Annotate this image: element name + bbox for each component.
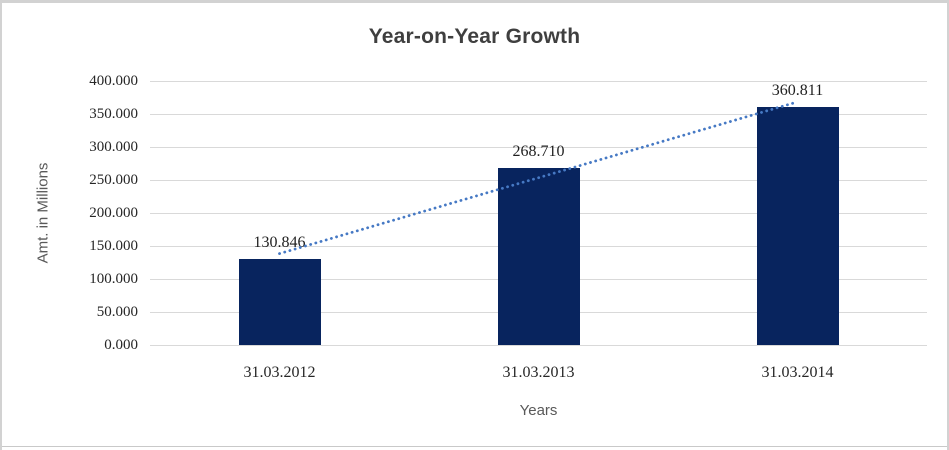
bar-data-label: 130.846 xyxy=(253,233,306,251)
plot-area xyxy=(150,81,927,346)
bar xyxy=(497,167,580,345)
x-tick-label: 31.03.2013 xyxy=(502,364,575,381)
y-tick-label: 400.000 xyxy=(89,73,138,89)
y-tick-label: 150.000 xyxy=(89,238,138,254)
x-tick-label: 31.03.2012 xyxy=(243,364,316,381)
y-tick-label: 350.000 xyxy=(89,106,138,122)
y-tick-label: 50.000 xyxy=(96,304,138,320)
x-tick-label: 31.03.2014 xyxy=(761,364,834,381)
bar xyxy=(238,258,321,345)
chart-title: Year-on-Year Growth xyxy=(368,25,581,48)
gridline xyxy=(150,345,927,346)
bar-data-label: 268.710 xyxy=(512,142,565,160)
y-tick-label: 200.000 xyxy=(89,205,138,221)
chart-border-line xyxy=(2,446,947,447)
y-tick-label: 300.000 xyxy=(89,139,138,155)
bar-data-label: 360.811 xyxy=(771,81,824,99)
x-axis-title: Years xyxy=(519,402,558,419)
gridline xyxy=(150,81,927,82)
bar xyxy=(756,106,839,345)
y-tick-label: 100.000 xyxy=(89,271,138,287)
y-tick-label: 0.000 xyxy=(104,337,138,353)
y-tick-label: 250.000 xyxy=(89,172,138,188)
